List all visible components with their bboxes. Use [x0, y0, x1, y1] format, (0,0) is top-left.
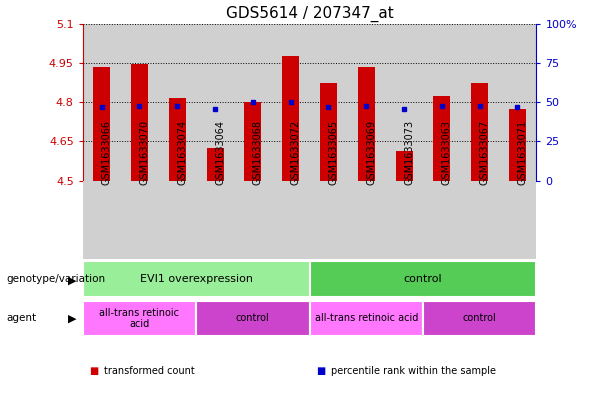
Bar	[498, 181, 536, 259]
Bar	[234, 181, 272, 259]
Bar	[83, 261, 310, 297]
Bar	[158, 24, 196, 181]
Bar	[385, 24, 423, 181]
Bar	[385, 181, 423, 259]
Text: GSM1633064: GSM1633064	[215, 120, 225, 185]
Bar	[310, 261, 536, 297]
Text: ■: ■	[89, 366, 98, 376]
Text: GSM1633071: GSM1633071	[517, 119, 527, 185]
Bar	[93, 67, 110, 181]
Text: GSM1633072: GSM1633072	[291, 119, 300, 185]
Bar	[131, 64, 148, 181]
Bar	[83, 301, 196, 336]
Text: all-trans retinoic
acid: all-trans retinoic acid	[99, 308, 180, 329]
Text: GSM1633070: GSM1633070	[139, 119, 150, 185]
Bar	[83, 24, 121, 181]
Bar	[433, 95, 451, 181]
Bar	[310, 24, 348, 181]
Bar	[509, 109, 526, 181]
Bar	[272, 24, 310, 181]
Bar	[395, 151, 413, 181]
Text: GSM1633069: GSM1633069	[366, 120, 376, 185]
Text: GSM1633073: GSM1633073	[404, 119, 414, 185]
Bar	[282, 56, 299, 181]
Text: ▶: ▶	[68, 276, 77, 286]
Bar	[234, 24, 272, 181]
Text: GSM1633063: GSM1633063	[442, 120, 452, 185]
Text: control: control	[236, 313, 270, 323]
Bar	[310, 301, 423, 336]
Bar	[207, 148, 224, 181]
Text: agent: agent	[6, 312, 36, 323]
Text: GSM1633067: GSM1633067	[480, 119, 490, 185]
Bar	[196, 24, 234, 181]
Bar	[423, 181, 461, 259]
Text: GSM1633066: GSM1633066	[102, 120, 112, 185]
Text: EVI1 overexpression: EVI1 overexpression	[140, 274, 253, 284]
Text: ▶: ▶	[68, 314, 77, 324]
Text: control: control	[463, 313, 497, 323]
Bar	[310, 181, 348, 259]
Bar	[158, 181, 196, 259]
Bar	[320, 83, 337, 181]
Text: GSM1633065: GSM1633065	[329, 119, 338, 185]
Text: all-trans retinoic acid: all-trans retinoic acid	[314, 313, 418, 323]
Bar	[461, 181, 498, 259]
Bar	[461, 24, 498, 181]
Text: percentile rank within the sample: percentile rank within the sample	[331, 366, 496, 376]
Bar	[121, 181, 158, 259]
Title: GDS5614 / 207347_at: GDS5614 / 207347_at	[226, 6, 394, 22]
Bar	[498, 24, 536, 181]
Bar	[272, 181, 310, 259]
Bar	[83, 181, 121, 259]
Bar	[169, 98, 186, 181]
Bar	[348, 181, 385, 259]
Bar	[358, 67, 375, 181]
Bar	[423, 301, 536, 336]
Text: transformed count: transformed count	[104, 366, 195, 376]
Bar	[196, 181, 234, 259]
Bar	[471, 83, 488, 181]
Bar	[245, 102, 261, 181]
Bar	[423, 24, 461, 181]
Text: ■: ■	[316, 366, 325, 376]
Bar	[121, 24, 158, 181]
Text: GSM1633068: GSM1633068	[253, 120, 263, 185]
Text: GSM1633074: GSM1633074	[177, 119, 187, 185]
Bar	[196, 301, 310, 336]
Bar	[348, 24, 385, 181]
Text: genotype/variation: genotype/variation	[6, 274, 105, 284]
Text: control: control	[403, 274, 443, 284]
